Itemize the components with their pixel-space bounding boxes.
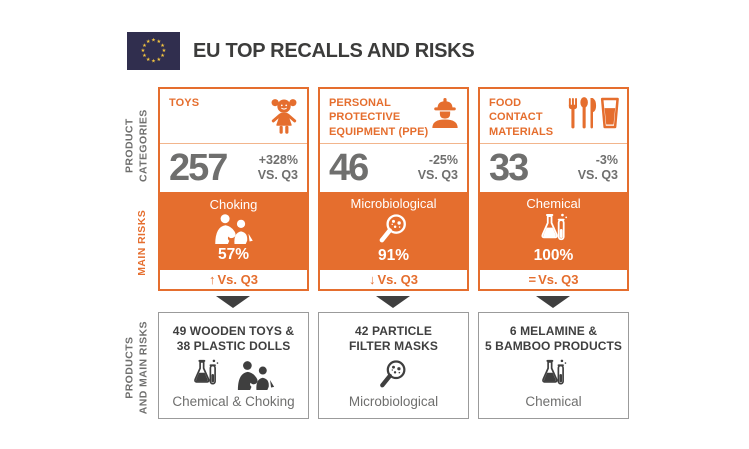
microbe-magnifier-icon — [378, 358, 409, 391]
arrow-down-icon — [536, 296, 570, 308]
risk-name: Chemical — [526, 196, 581, 212]
category-card-ppe: PERSONAL PROTECTIVE EQUIPMENT (PPE) 46 -… — [318, 87, 469, 291]
risk-share: 91% — [377, 247, 410, 265]
row-label-main-risks: MAIN RISKS — [136, 193, 150, 293]
category-header: PERSONAL PROTECTIVE EQUIPMENT (PPE) — [320, 89, 467, 144]
svg-text:★: ★ — [160, 53, 165, 59]
products-title: 6 MELAMINE & 5 BAMBOO PRODUCTS — [485, 324, 622, 354]
trend-equal-icon: = — [528, 272, 537, 288]
row-label-product-categories: PRODUCT CATEGORIES — [123, 91, 150, 201]
row-label-line: AND MAIN RISKS — [137, 321, 149, 415]
row-label-line: PRODUCT — [123, 118, 136, 173]
category-card-food-contact: FOOD CONTACT MATERIALS 33 -3% VS. Q3 Che… — [478, 87, 629, 291]
products-card-toys: 49 WOODEN TOYS & 38 PLASTIC DOLLS Chemic… — [158, 312, 309, 419]
category-stats: 46 -25% VS. Q3 — [320, 144, 467, 193]
products-title-line: 6 MELAMINE & — [509, 324, 598, 338]
trend-up-icon: ↑ — [209, 272, 216, 288]
risk-name: Choking — [209, 197, 258, 213]
page-title: EU TOP RECALLS AND RISKS — [193, 40, 475, 62]
main-risk-panel: Microbiological 91% — [320, 192, 467, 271]
products-title-line: 5 BAMBOO PRODUCTS — [484, 339, 623, 353]
svg-text:★: ★ — [146, 57, 151, 63]
category-header: FOOD CONTACT MATERIALS — [480, 89, 627, 144]
cutlery-cup-icon — [566, 96, 620, 129]
doll-icon — [268, 96, 300, 136]
change-percent: -25% — [428, 153, 458, 168]
svg-text:★: ★ — [142, 53, 147, 59]
recall-count: 33 — [489, 146, 529, 189]
svg-text:★: ★ — [142, 43, 147, 49]
recall-change: +328% VS. Q3 — [258, 153, 298, 183]
worker-helmet-icon — [430, 96, 460, 128]
svg-text:★: ★ — [141, 48, 146, 54]
chemical-flask-icon — [538, 212, 569, 246]
category-title: PERSONAL PROTECTIVE EQUIPMENT (PPE) — [329, 97, 429, 138]
products-risk-label: Microbiological — [348, 394, 439, 409]
products-title-line: 42 PARTICLE — [355, 324, 432, 338]
main-risk-panel: Chemical 100% — [480, 192, 627, 271]
category-stats: 257 +328% VS. Q3 — [160, 144, 307, 193]
products-risk-icons — [539, 358, 568, 390]
change-percent: +328% — [258, 153, 298, 168]
choking-icon — [213, 214, 255, 244]
products-risk-label: Chemical — [525, 394, 582, 409]
choking-icon — [236, 361, 276, 390]
risk-share: 57% — [217, 246, 250, 264]
risk-trend: ↓ Vs. Q3 — [320, 270, 467, 289]
row-label-line: PRODUCTS — [123, 336, 136, 399]
svg-text:★: ★ — [162, 48, 167, 54]
trend-label: Vs. Q3 — [377, 272, 418, 288]
products-risk-icons — [378, 358, 409, 391]
products-title-line: 38 PLASTIC DOLLS — [176, 339, 291, 353]
recall-change: -3% VS. Q3 — [578, 153, 618, 183]
main-risk-panel: Choking 57% — [160, 192, 307, 271]
products-title: 42 PARTICLE FILTER MASKS — [349, 324, 438, 354]
products-title-line: FILTER MASKS — [349, 339, 438, 353]
chemical-flask-icon — [191, 358, 220, 390]
risk-name: Microbiological — [350, 196, 437, 212]
svg-text:★: ★ — [156, 57, 161, 63]
products-card-ppe: 42 PARTICLE FILTER MASKS Microbiological — [318, 312, 469, 419]
eu-flag-icon: ★ ★★ ★★★ ★★★ ★★★ — [127, 32, 180, 70]
products-title: 49 WOODEN TOYS & 38 PLASTIC DOLLS — [173, 324, 294, 354]
change-percent: -3% — [595, 153, 618, 168]
change-baseline: VS. Q3 — [257, 168, 298, 183]
recall-count: 257 — [169, 146, 228, 189]
products-risk-icons — [191, 358, 276, 390]
products-card-food-contact: 6 MELAMINE & 5 BAMBOO PRODUCTS Chemical — [478, 312, 629, 419]
risk-trend: ↑ Vs. Q3 — [160, 270, 307, 289]
risk-trend: = Vs. Q3 — [480, 270, 627, 289]
row-label-line: CATEGORIES — [137, 109, 149, 182]
svg-text:★: ★ — [160, 43, 165, 49]
svg-text:★: ★ — [146, 39, 151, 45]
chemical-flask-icon — [539, 358, 568, 390]
category-header: TOYS — [160, 89, 307, 144]
risk-share: 100% — [533, 247, 574, 265]
row-label-products-and-main-risks: PRODUCTS AND MAIN RISKS — [123, 312, 150, 424]
category-title: FOOD CONTACT MATERIALS — [489, 97, 554, 138]
svg-text:★: ★ — [156, 39, 161, 45]
trend-label: Vs. Q3 — [217, 272, 258, 288]
trend-label: Vs. Q3 — [538, 272, 579, 288]
row-label-line: MAIN RISKS — [136, 209, 149, 276]
arrow-down-icon — [216, 296, 250, 308]
recall-change: -25% VS. Q3 — [418, 153, 458, 183]
category-title: TOYS — [169, 97, 200, 109]
svg-text:★: ★ — [151, 38, 156, 44]
trend-down-icon: ↓ — [369, 272, 376, 288]
svg-text:★: ★ — [151, 59, 156, 65]
microbe-magnifier-icon — [377, 212, 410, 246]
recall-count: 46 — [329, 146, 369, 189]
arrow-down-icon — [376, 296, 410, 308]
category-stats: 33 -3% VS. Q3 — [480, 144, 627, 193]
change-baseline: VS. Q3 — [417, 168, 458, 183]
products-title-line: 49 WOODEN TOYS & — [172, 324, 295, 338]
change-baseline: VS. Q3 — [577, 168, 618, 183]
category-card-toys: TOYS 257 +328% VS. Q3 Choking 57% ↑ Vs. … — [158, 87, 309, 291]
products-risk-label: Chemical & Choking — [172, 394, 295, 409]
